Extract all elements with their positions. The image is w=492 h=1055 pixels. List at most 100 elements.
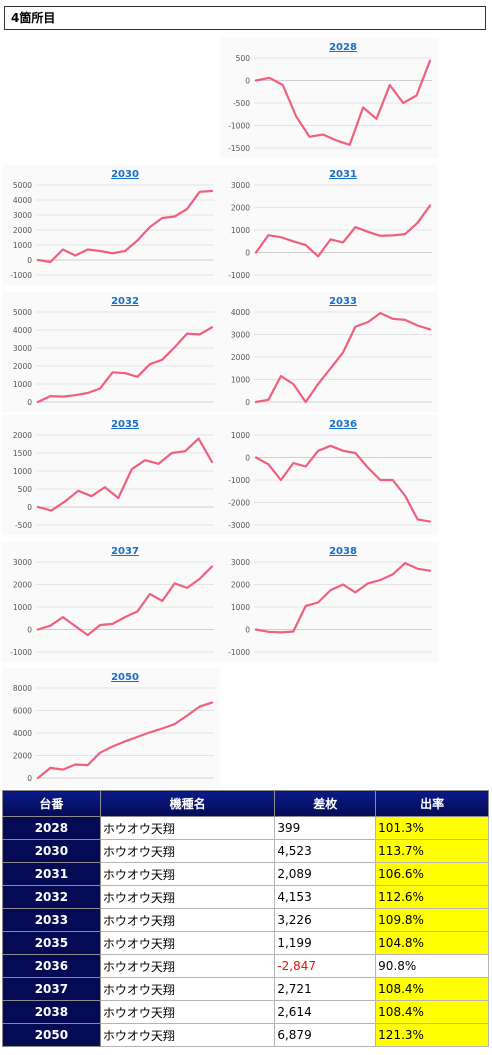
y-tick-label: 3000 xyxy=(231,558,250,567)
chart-title-link[interactable]: 2033 xyxy=(329,296,357,307)
y-tick-label: -1000 xyxy=(228,476,250,485)
y-tick-label: 2000 xyxy=(231,353,250,362)
y-tick-label: 1000 xyxy=(231,603,250,612)
model-name-cell: ホウオウ天翔 xyxy=(99,816,276,840)
y-tick-label: -1500 xyxy=(228,144,250,153)
machine-data-table: 台番 機種名 差枚 出率 2028 ホウオウ天翔 399 101.3% 2030 ホウオウ… xyxy=(2,790,489,1047)
chart-svg: 2033 4000 3000 2000 1000 0 xyxy=(231,296,432,407)
table-row: 2038 ホウオウ天翔 2,614 108.4% xyxy=(2,1000,489,1024)
chart-title-link[interactable]: 2038 xyxy=(329,546,357,557)
model-name-cell: ホウオウ天翔 xyxy=(99,954,276,978)
series-line xyxy=(254,312,432,404)
machine-number-cell: 2050 xyxy=(2,1023,101,1047)
difference-cell: 2,089 xyxy=(274,862,377,886)
header-model-name: 機種名 xyxy=(99,790,276,817)
series-line xyxy=(36,565,214,637)
payout-rate-cell: 101.3% xyxy=(375,816,489,840)
chart-svg: 2028 500 0 -500 -1000 -1500 xyxy=(228,42,432,153)
difference-cell: 6,879 xyxy=(274,1023,377,1047)
machine-number-cell: 2032 xyxy=(2,885,101,909)
chart-title-link[interactable]: 2035 xyxy=(111,419,139,430)
model-name-cell: ホウオウ天翔 xyxy=(99,908,276,932)
y-tick-label: 2000 xyxy=(231,204,250,213)
y-tick-label: 0 xyxy=(27,256,32,265)
series-line xyxy=(36,326,214,404)
series-line xyxy=(36,701,214,780)
machine-number-cell: 2028 xyxy=(2,816,101,840)
y-tick-label: 500 xyxy=(236,54,251,63)
chart-svg: 2035 2000 1500 1000 500 0 -500 xyxy=(13,419,214,530)
y-tick-label: 3000 xyxy=(13,211,32,220)
y-tick-label: 1000 xyxy=(231,376,250,385)
y-tick-label: 0 xyxy=(27,398,32,407)
difference-cell: 4,523 xyxy=(274,839,377,863)
series-line xyxy=(254,444,432,523)
chart-title-link[interactable]: 2030 xyxy=(111,169,139,180)
y-tick-label: 2000 xyxy=(13,752,32,761)
y-tick-label: 1500 xyxy=(13,449,32,458)
y-tick-label: -1000 xyxy=(228,648,250,657)
y-tick-label: 0 xyxy=(27,774,32,783)
y-tick-label: 8000 xyxy=(13,684,32,693)
chart-2050: 2050 8000 6000 4000 2000 0 xyxy=(2,668,220,788)
y-tick-label: 2000 xyxy=(13,362,32,371)
machine-number-cell: 2030 xyxy=(2,839,101,863)
y-tick-label: 1000 xyxy=(231,226,250,235)
chart-title-link[interactable]: 2028 xyxy=(329,42,357,53)
difference-cell: 4,153 xyxy=(274,885,377,909)
y-tick-label: 3000 xyxy=(13,344,32,353)
y-tick-label: -1000 xyxy=(10,648,32,657)
series-line xyxy=(36,189,214,264)
table-row: 2050 ホウオウ天翔 6,879 121.3% xyxy=(2,1023,489,1047)
payout-rate-cell: 108.4% xyxy=(375,1000,489,1024)
payout-rate-cell: 112.6% xyxy=(375,885,489,909)
machine-number-cell: 2033 xyxy=(2,908,101,932)
chart-title-link[interactable]: 2050 xyxy=(111,672,139,683)
y-tick-label: 5000 xyxy=(13,308,32,317)
model-name-cell: ホウオウ天翔 xyxy=(99,1000,276,1024)
chart-title-link[interactable]: 2036 xyxy=(329,419,357,430)
y-tick-label: 4000 xyxy=(13,729,32,738)
payout-rate-cell: 90.8% xyxy=(375,954,489,978)
machine-number-cell: 2036 xyxy=(2,954,101,978)
table-row: 2037 ホウオウ天翔 2,721 108.4% xyxy=(2,977,489,1001)
machine-number-cell: 2035 xyxy=(2,931,101,955)
difference-cell: 399 xyxy=(274,816,377,840)
y-tick-label: 2000 xyxy=(13,226,32,235)
y-tick-label: 2000 xyxy=(231,581,250,590)
model-name-cell: ホウオウ天翔 xyxy=(99,1023,276,1047)
y-tick-label: 1000 xyxy=(13,603,32,612)
machine-number-cell: 2037 xyxy=(2,977,101,1001)
table-row: 2033 ホウオウ天翔 3,226 109.8% xyxy=(2,908,489,932)
chart-2028: 2028 500 0 -500 -1000 -1500 xyxy=(220,38,438,158)
y-tick-label: 0 xyxy=(245,77,250,86)
series-line xyxy=(254,59,432,146)
y-tick-label: -500 xyxy=(233,99,250,108)
y-tick-label: 2000 xyxy=(13,431,32,440)
payout-rate-cell: 109.8% xyxy=(375,908,489,932)
model-name-cell: ホウオウ天翔 xyxy=(99,931,276,955)
chart-2036: 2036 1000 0 -1000 -2000 -3000 xyxy=(220,415,438,535)
table-header-row: 台番 機種名 差枚 出率 xyxy=(2,790,489,817)
table-row: 2036 ホウオウ天翔 -2,847 90.8% xyxy=(2,954,489,978)
difference-cell: -2,847 xyxy=(274,954,377,978)
chart-svg: 2038 3000 2000 1000 0 -1000 xyxy=(228,546,432,657)
header-machine-number: 台番 xyxy=(2,790,101,817)
y-tick-label: 6000 xyxy=(13,707,32,716)
chart-svg: 2036 1000 0 -1000 -2000 -3000 xyxy=(228,419,432,530)
payout-rate-cell: 106.6% xyxy=(375,862,489,886)
chart-title-link[interactable]: 2032 xyxy=(111,296,139,307)
header-difference: 差枚 xyxy=(274,790,377,817)
difference-cell: 2,614 xyxy=(274,1000,377,1024)
y-tick-label: 0 xyxy=(245,398,250,407)
y-tick-label: 3000 xyxy=(13,558,32,567)
difference-cell: 3,226 xyxy=(274,908,377,932)
y-tick-label: 0 xyxy=(27,503,32,512)
table-row: 2032 ホウオウ天翔 4,153 112.6% xyxy=(2,885,489,909)
header-payout-rate: 出率 xyxy=(375,790,489,817)
model-name-cell: ホウオウ天翔 xyxy=(99,885,276,909)
chart-title-link[interactable]: 2037 xyxy=(111,546,139,557)
y-tick-label: 3000 xyxy=(231,181,250,190)
chart-2035: 2035 2000 1500 1000 500 0 -500 xyxy=(2,415,220,535)
chart-title-link[interactable]: 2031 xyxy=(329,169,357,180)
